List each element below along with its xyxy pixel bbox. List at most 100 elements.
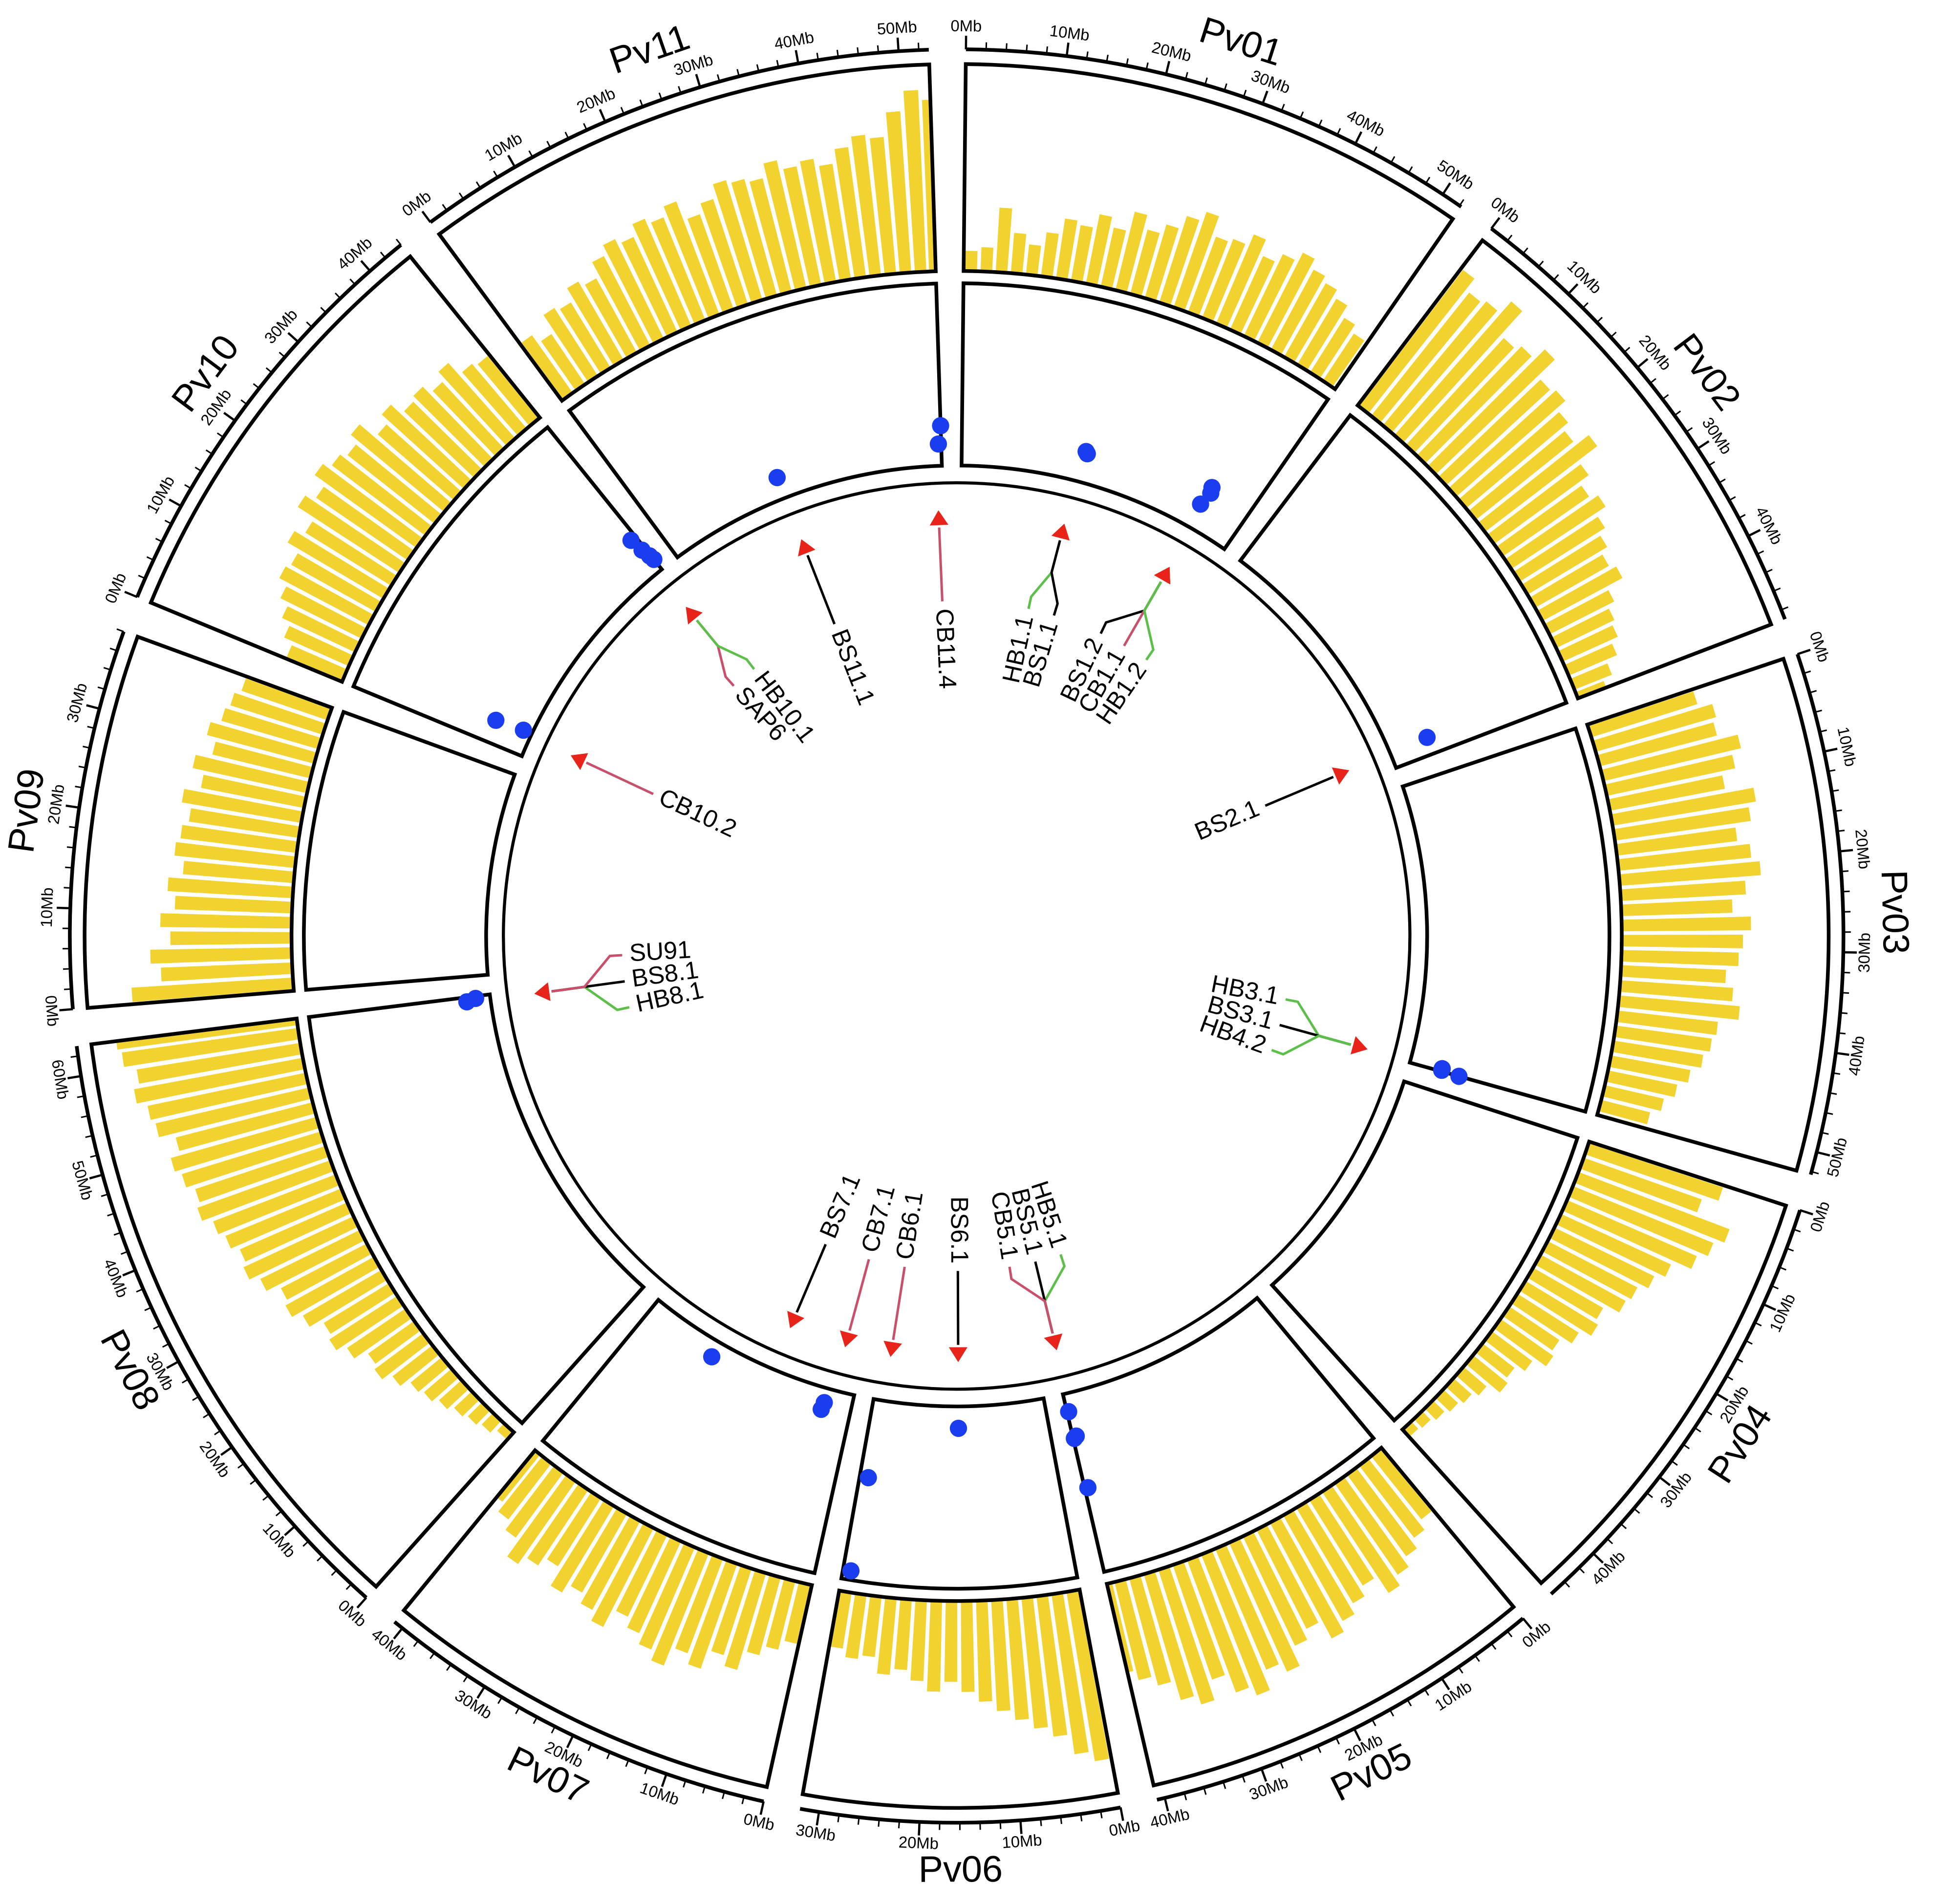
minor-tick [644,1767,648,1775]
minor-tick [302,1540,309,1547]
density-bar [1602,1085,1664,1111]
qtl-triangle [1332,767,1350,785]
density-bar [1394,301,1523,443]
minor-tick [1086,51,1089,59]
density-bar [174,842,297,868]
minor-tick [1708,461,1716,467]
density-bar [1535,1254,1626,1313]
major-tick [816,1812,820,1826]
density-bar [1323,333,1365,387]
density-bar [886,111,911,274]
density-bar [193,754,310,793]
major-tick [1260,1768,1267,1782]
minor-tick [678,86,682,94]
major-tick [124,591,138,599]
qtl-connector [892,1266,906,1340]
minor-tick [1578,1567,1585,1574]
density-track [116,90,1761,1761]
density-bar [329,1296,404,1350]
dot [929,435,947,453]
density-bar [1604,754,1736,796]
minor-tick [85,1134,93,1138]
major-tick [67,1075,82,1080]
major-tick [1261,90,1268,105]
density-bar [1613,807,1751,841]
density-bar [1549,1227,1654,1288]
major-tick [89,1174,103,1180]
density-bar [991,1599,1010,1711]
density-bar [175,1102,316,1151]
density-bar [243,1216,359,1280]
minor-tick [515,1707,520,1714]
major-tick [661,1773,668,1787]
density-bar [1503,1306,1560,1350]
minor-tick [1841,870,1849,873]
minor-tick [1838,1032,1846,1035]
minor-tick [136,1288,144,1293]
minor-tick [138,575,146,579]
density-bar [688,1560,737,1669]
major-tick [1658,1476,1671,1486]
minor-tick [1842,890,1850,893]
dot-frame [960,281,1331,552]
tick-label: 20Mb [898,1833,939,1852]
major-tick [1440,1677,1450,1690]
major-tick [166,1360,179,1369]
minor-tick [306,321,313,328]
density-bar [1592,704,1717,752]
density-bar [438,363,515,447]
density-bar [1284,283,1337,363]
major-tick [1441,182,1451,195]
density-bar [819,164,851,281]
density-bar [462,364,527,436]
dot-frame [540,1297,857,1576]
density-bar [131,977,294,1002]
density-bar [1596,722,1717,767]
density-bar [1359,1458,1425,1538]
minor-tick [194,467,202,472]
density-frame [1399,1139,1788,1586]
minor-tick [153,1325,161,1330]
density-bar [1100,227,1126,290]
minor-tick [717,74,720,82]
qtl-triangle [929,510,948,526]
qtl-label: BS6.1 [945,1197,974,1264]
minor-tick [551,1726,556,1733]
density-bar [298,495,406,573]
qtl-label: CB10.2 [655,783,741,843]
density-bar [1564,643,1617,676]
density-bar [230,692,326,735]
minor-tick [1738,514,1746,519]
minor-tick [1834,809,1842,812]
minor-tick [1607,1538,1613,1544]
density-bar [287,645,347,680]
minor-tick [1786,1247,1794,1252]
density-bar [1527,1267,1603,1319]
minor-tick [587,1743,592,1751]
density-bar [180,825,299,853]
minor-tick [1080,1814,1083,1821]
minor-tick [1832,1072,1841,1075]
major-tick [1163,1797,1169,1812]
density-bar [910,1600,927,1681]
density-bar [1484,1331,1532,1371]
chromosome-name: Pv10 [164,327,247,419]
tick-label: 40Mb [100,1256,132,1300]
density-bar [845,1593,867,1659]
density-bar [1269,1517,1344,1639]
density-bar [870,137,896,275]
density-bar [1465,1355,1508,1393]
density-bar [1519,1281,1598,1336]
density-bar [1487,464,1589,544]
density-bar [541,334,585,391]
qtl-triangle [1351,1036,1368,1054]
minor-tick [349,278,356,285]
minor-tick [1336,128,1341,136]
density-bar [1621,935,1743,948]
qtl-connector [1099,581,1162,634]
density-bar [1107,1583,1134,1672]
minor-tick [1686,427,1693,433]
density-frame [401,1448,815,1790]
minor-tick [683,1780,687,1788]
density-bar [747,1574,781,1655]
